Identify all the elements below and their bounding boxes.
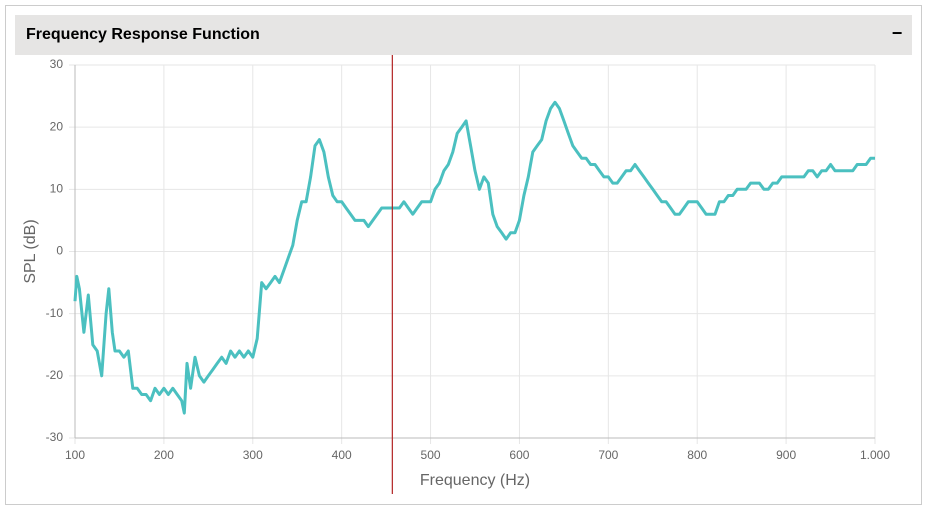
x-axis-title: Frequency (Hz) [420,472,530,489]
y-tick-label: -30 [46,430,64,444]
x-tick-label: 200 [154,448,174,462]
x-tick-label: 500 [421,448,441,462]
x-tick-label: 700 [598,448,618,462]
x-tick-label: 400 [332,448,352,462]
x-tick-label: 300 [243,448,263,462]
x-tick-label: 100 [65,448,85,462]
series-line [73,100,875,415]
y-tick-label: -20 [46,368,64,382]
y-tick-label: 30 [50,57,64,71]
y-tick-label: 10 [50,182,64,196]
y-tick-label: 0 [56,244,63,258]
panel-title: Frequency Response Function [26,26,260,43]
x-tick-label: 600 [509,448,529,462]
chart: -30 -20 -10 0 10 20 30 100 200 300 400 500 600 700 800… [22,55,890,494]
collapse-button[interactable]: − [892,23,903,43]
panel-header [15,15,912,55]
x-tick-label: 1.000 [860,448,890,462]
y-tick-label: 20 [50,119,64,133]
x-tick-label: 900 [776,448,796,462]
y-tick-label: -10 [46,306,64,320]
y-axis-title: SPL (dB) [22,219,39,283]
x-tick-label: 800 [687,448,707,462]
panel-border [5,5,922,505]
